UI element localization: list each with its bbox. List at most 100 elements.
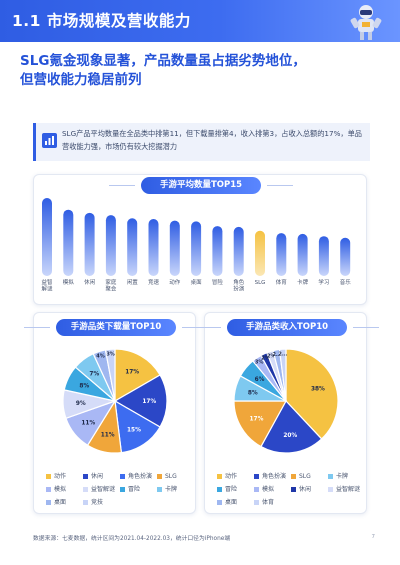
pie-slice-label: 3% xyxy=(106,351,115,357)
legend-item: 卡牌 xyxy=(157,486,177,494)
pie-slice-2 xyxy=(113,374,168,428)
summary-box: SLG产品平均数量在全品类中排第11，但下载量排第4，收入排第3，占收入总额的1… xyxy=(33,123,370,161)
bar-6 xyxy=(148,219,159,276)
bar-category-label: SLG xyxy=(255,280,266,286)
bar-category-label: 学习 xyxy=(318,278,329,286)
headline-line-2: 但营收能力稳居前列 xyxy=(20,72,142,88)
bar-10 xyxy=(233,226,244,276)
legend-label: 冒险 xyxy=(128,486,141,493)
legend-item: 冒险 xyxy=(120,486,140,494)
legend-label: 益智解谜 xyxy=(91,486,116,493)
revenue-pie-title: 手游品类收入TOP10 xyxy=(195,319,379,336)
pie-slice-label: 8% xyxy=(248,390,258,396)
page-number: 7 xyxy=(371,534,376,540)
revenue-pie-card: 手游品类收入TOP10 38% 20% 17% 8% 6% 3% 2% 2% 2... 2... … xyxy=(195,312,379,514)
legend-label: SLG xyxy=(165,473,177,480)
headline-line-1: SLG氪金现象显著，产品数量虽占据劣势地位， xyxy=(20,53,306,69)
legend-swatch xyxy=(328,486,333,492)
bar-category-label: 闲置 xyxy=(127,278,139,286)
legend-item: 桌面 xyxy=(217,499,237,507)
pie-slice-label: 6% xyxy=(255,377,265,383)
legend-swatch xyxy=(291,486,296,492)
bar-category-label: 桌面 xyxy=(191,278,203,286)
legend-label: 卡牌 xyxy=(165,486,178,493)
pie-slice-label: 2% xyxy=(267,354,276,360)
pie-slice-label: 17% xyxy=(142,399,156,405)
legend-swatch xyxy=(291,473,296,479)
legend-label: 桌面 xyxy=(225,499,238,506)
legend-swatch xyxy=(254,473,259,479)
legend-swatch xyxy=(46,499,51,505)
legend-label: 角色扮演 xyxy=(262,473,287,480)
bar-12 xyxy=(276,233,287,276)
legend-label: 模拟 xyxy=(262,486,275,493)
legend-swatch xyxy=(83,473,88,479)
legend-item: 卡牌 xyxy=(328,473,348,481)
legend-label: 益智解谜 xyxy=(336,486,361,493)
bar-7 xyxy=(169,220,180,276)
bar-category-label: 模拟 xyxy=(63,278,75,286)
pie-slice-label: 11% xyxy=(81,421,95,427)
robot-mascot-icon xyxy=(350,5,382,40)
legend-label: 竞技 xyxy=(91,499,104,506)
legend-swatch xyxy=(157,473,162,479)
legend-label: 体育 xyxy=(262,499,275,506)
legend-swatch xyxy=(120,473,125,479)
legend-label: 动作 xyxy=(54,473,67,480)
bar-category-label: 聚会 xyxy=(105,285,117,293)
bar-15 xyxy=(340,237,351,276)
bar-category-label: 休闲 xyxy=(84,278,96,286)
legend-item: 动作 xyxy=(46,473,66,481)
legend-label: 休闲 xyxy=(299,486,312,493)
legend-item: 角色扮演 xyxy=(120,473,152,481)
legend-label: 休闲 xyxy=(91,473,104,480)
pie-slice-1 xyxy=(114,348,161,403)
legend-item: 益智解谜 xyxy=(83,486,115,494)
pie-slice-label: 11% xyxy=(101,433,115,439)
legend-item: 模拟 xyxy=(254,486,274,494)
legend-swatch xyxy=(217,486,222,492)
summary-text: SLG产品平均数量在全品类中排第11，但下载量排第4，收入排第3，占收入总额的1… xyxy=(62,129,362,151)
legend-label: 卡牌 xyxy=(336,473,349,480)
legend-swatch xyxy=(217,473,222,479)
pie-slice-label: 2... xyxy=(272,352,281,358)
pie-slice-label: 4% xyxy=(96,353,105,359)
revenue-pie-legend: 动作 角色扮演 SLG 卡牌 冒险 模拟 休闲 益智解谜 桌面 体育 xyxy=(205,469,368,513)
legend-label: 角色扮演 xyxy=(128,473,153,480)
pie-slice-label: 38% xyxy=(311,386,325,392)
pie-slice-label: 7% xyxy=(89,372,99,378)
pie-slice-10 xyxy=(104,348,116,402)
legend-item: 竞技 xyxy=(83,499,103,507)
download-pie-chart: 17% 17% 15% 11% 11% 9% 8%7% 4% 3% xyxy=(62,348,168,454)
bar-category-label: 动作 xyxy=(169,278,181,286)
pie-slice-label: 17% xyxy=(250,416,264,422)
pie-slice-label: 8% xyxy=(79,384,89,390)
legend-item: 角色扮演 xyxy=(254,473,286,481)
bar-category-label: 音乐 xyxy=(340,278,352,286)
legend-swatch xyxy=(254,486,259,492)
bar-category-label: 冒险 xyxy=(212,278,224,286)
legend-swatch xyxy=(328,473,333,479)
legend-swatch xyxy=(217,499,222,505)
bar-category-label: 解谜 xyxy=(41,285,53,293)
legend-label: SLG xyxy=(299,473,311,480)
legend-item: 模拟 xyxy=(46,486,66,494)
legend-swatch xyxy=(83,499,88,505)
legend-item: SLG xyxy=(157,473,177,481)
legend-item: 休闲 xyxy=(291,486,311,494)
data-source-note: 数据来源：七麦数据，统计区间为2021.04-2022.03，统计口径为iPho… xyxy=(33,536,231,542)
download-pie-legend: 动作 休闲 角色扮演 SLG 模拟 益智解谜 冒险 卡牌桌面 竞技 xyxy=(34,469,197,513)
bar-1 xyxy=(42,198,52,276)
legend-swatch xyxy=(83,486,88,492)
download-pie-card: 手游品类下载量TOP10 17% 17% 15% 11% 11% 9% 8% 7% 4% 3% 动… xyxy=(24,312,208,514)
legend-item: 桌面 xyxy=(46,499,66,507)
bar-11 xyxy=(255,230,265,276)
bar-category-label: 竞速 xyxy=(148,278,160,286)
legend-item: 休闲 xyxy=(83,473,103,481)
pie-slice-10 xyxy=(278,348,287,402)
bar-category-label: 扮演 xyxy=(233,285,245,293)
bar-9 xyxy=(212,226,223,276)
pie-slice-label: 17% xyxy=(125,369,139,375)
bar-chart-icon xyxy=(42,133,57,148)
